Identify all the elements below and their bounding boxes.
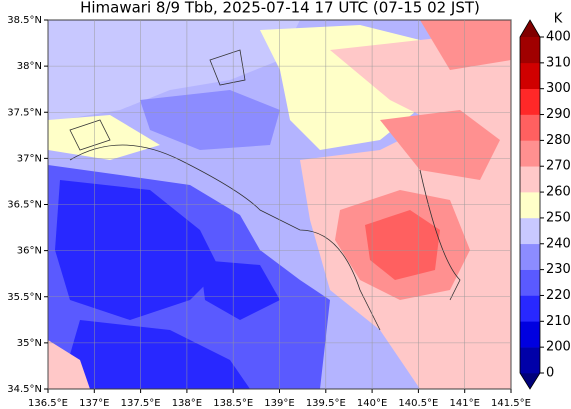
colorbar-label: 220 [546,288,571,303]
colorbar-label: 210 [546,314,571,329]
y-tick-label: 37.5°N [7,107,42,118]
colorbar-label: 400 [546,30,571,45]
colorbar-segment [520,166,540,193]
colorbar-segment [520,217,540,245]
colorbar-segment [520,88,540,115]
colorbar-extension [520,20,540,37]
y-tick-label: 38°N [17,61,42,72]
colorbar-segment [520,62,540,89]
colorbar-label: 230 [546,262,571,277]
x-tick-label: 139°E [264,398,294,409]
colorbar-label: 240 [546,236,571,251]
y-tick-label: 34.5°N [7,384,42,395]
colorbar-segment [520,321,540,348]
colorbar-extension [520,373,540,389]
colorbar-segment [520,140,540,167]
y-tick-label: 35°N [17,338,42,349]
y-tick-label: 35.5°N [7,292,42,303]
y-tick-label: 36°N [17,246,42,257]
colorbar-label: 290 [546,107,571,122]
x-tick-label: 138.5°E [213,398,253,409]
colorbar-segment [520,269,540,296]
colorbar-segment [520,347,540,374]
x-tick-label: 138°E [172,398,202,409]
y-tick-label: 36.5°N [7,200,42,211]
x-tick-label: 140°E [357,398,387,409]
colorbar-label: 250 [546,210,571,225]
colorbar-label: 280 [546,133,571,148]
colorbar-segment [520,192,540,219]
colorbar-label: 270 [546,159,571,174]
x-tick-label: 137.5°E [121,398,161,409]
colorbar-label: 260 [546,185,571,200]
y-tick-label: 37°N [17,153,42,164]
x-tick-label: 136.5°E [28,398,68,409]
x-tick-label: 141.5°E [491,398,531,409]
x-tick-label: 141°E [449,398,479,409]
colorbar-label: 200 [546,340,571,355]
x-tick-label: 140.5°E [398,398,438,409]
colorbar-label: 300 [546,81,571,96]
x-tick-label: 139.5°E [306,398,346,409]
colorbar-label: 310 [546,55,571,70]
map-title: Himawari 8/9 Tbb, 2025-07-14 17 UTC (07-… [80,0,480,17]
colorbar-segment [520,37,540,64]
satellite-image [48,20,511,389]
y-tick-label: 38.5°N [7,15,42,26]
colorbar-segment [520,243,540,270]
colorbar-unit: K [554,12,563,27]
colorbar-segment [520,114,540,141]
x-tick-label: 137°E [79,398,109,409]
colorbar-label: 0 [546,366,554,381]
colorbar-segment [520,295,540,322]
